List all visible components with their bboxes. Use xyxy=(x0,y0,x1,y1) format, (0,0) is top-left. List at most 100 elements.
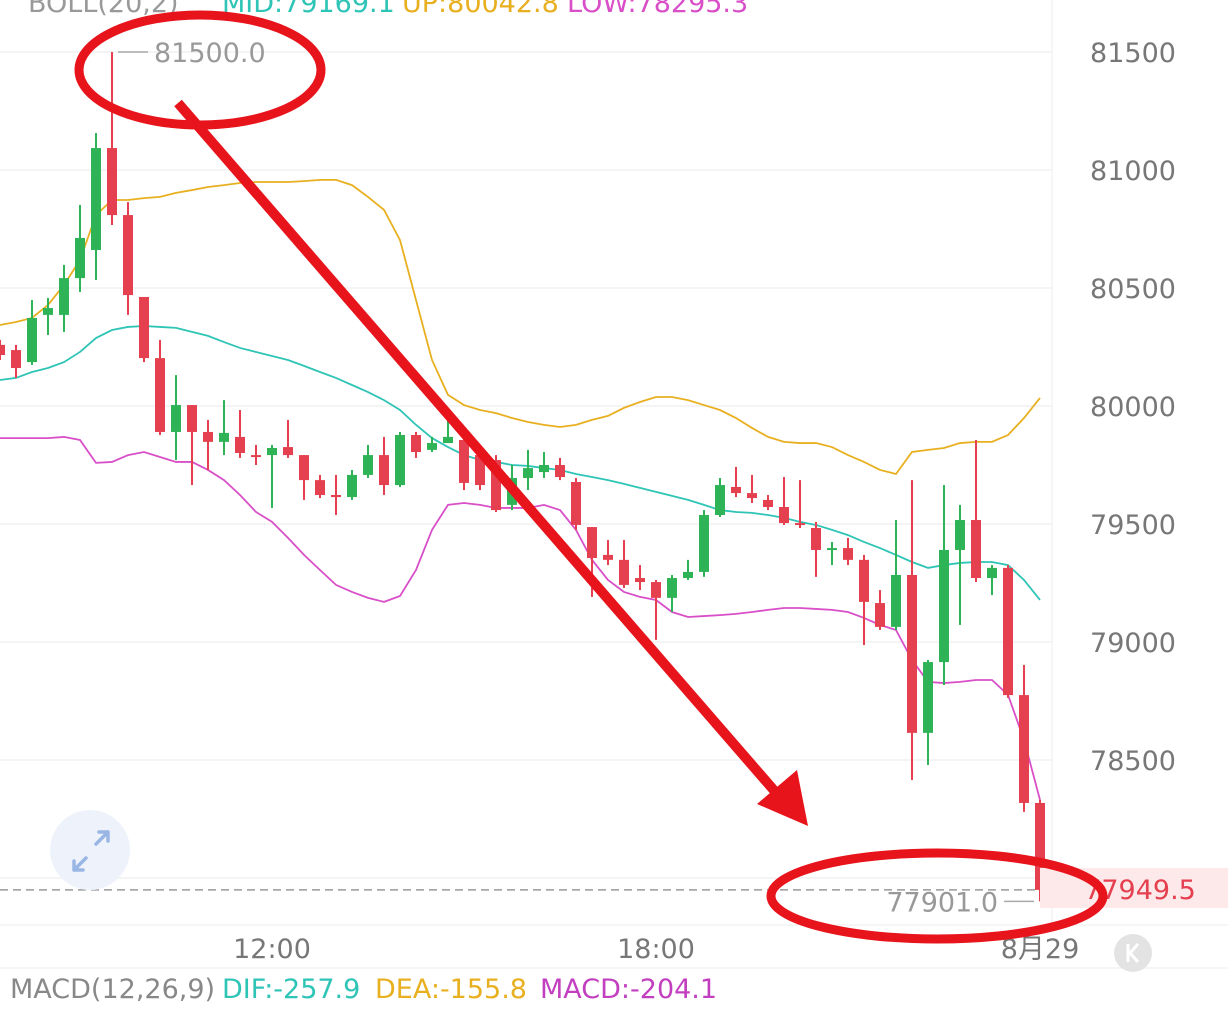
candle-body xyxy=(923,662,933,733)
candle-body xyxy=(363,455,373,475)
candle-body xyxy=(267,448,277,456)
highlight-ellipse xyxy=(766,848,1108,944)
candle-body xyxy=(1019,695,1029,803)
candle-body xyxy=(955,519,965,550)
candle-body xyxy=(107,148,117,216)
candle-body xyxy=(683,571,693,579)
candle-body xyxy=(315,480,325,495)
candle-body xyxy=(27,317,37,363)
candle-body xyxy=(235,436,245,453)
candle-body xyxy=(603,554,613,560)
candle-body xyxy=(427,443,437,450)
candle-body xyxy=(859,559,869,602)
candle-body xyxy=(715,485,725,516)
candle-body xyxy=(651,582,661,598)
candle-body xyxy=(491,460,501,511)
candle-body xyxy=(0,344,5,356)
y-tick-label: 78500 xyxy=(1090,746,1176,777)
legend-entry: MACD:-204.1 xyxy=(540,974,717,1005)
legend-entry: DIF:-257.9 xyxy=(222,974,360,1005)
candle-body xyxy=(219,432,229,442)
k-icon xyxy=(1126,943,1140,963)
expand-icon xyxy=(72,830,110,872)
k-bg xyxy=(1114,934,1152,972)
candle-body xyxy=(571,481,581,525)
trend-arrow xyxy=(174,99,782,799)
candle-body xyxy=(347,474,357,498)
candle-body xyxy=(139,296,149,359)
candle-body xyxy=(699,515,709,572)
candle-body xyxy=(587,527,597,558)
boll-line xyxy=(0,436,1041,801)
candle-body xyxy=(171,405,181,432)
candle-body xyxy=(459,439,469,483)
candle-body xyxy=(43,308,53,315)
candle-body xyxy=(59,278,69,315)
candle-body xyxy=(91,148,101,251)
candle-body xyxy=(891,574,901,627)
candle-body xyxy=(251,455,261,458)
x-tick-label: 12:00 xyxy=(233,934,311,965)
x-tick-label: 18:00 xyxy=(617,934,695,965)
candle-body xyxy=(379,455,389,486)
candle-body xyxy=(299,455,309,481)
candle-body xyxy=(795,523,805,526)
y-tick-label: 79000 xyxy=(1090,628,1176,659)
boll-line xyxy=(0,325,1041,601)
legend-entry: DEA:-155.8 xyxy=(375,974,527,1005)
legend-entry: MACD(12,26,9) xyxy=(10,974,215,1005)
y-tick-label: 81500 xyxy=(1090,38,1176,69)
candle-body xyxy=(203,431,213,442)
candle-body xyxy=(907,574,917,733)
expand-button[interactable] xyxy=(50,810,130,890)
k-button[interactable] xyxy=(1114,934,1152,972)
y-tick-label: 80000 xyxy=(1090,392,1176,423)
candle-body xyxy=(331,494,341,498)
candle-body xyxy=(395,435,405,486)
candle-body xyxy=(187,405,197,432)
candle-body xyxy=(443,436,453,444)
candle-body xyxy=(75,237,85,279)
candle-body xyxy=(539,465,549,473)
candle-body xyxy=(667,578,677,598)
candle-body xyxy=(939,549,949,663)
candle-body xyxy=(123,215,133,296)
x-tick-label: 8月29 xyxy=(1001,934,1080,965)
legend-entry: UP:80042.8 xyxy=(402,0,559,19)
annotations xyxy=(74,10,1108,944)
candle-body xyxy=(811,528,821,550)
candle-body xyxy=(875,603,885,627)
arrow-head xyxy=(757,770,808,826)
candles xyxy=(0,52,1045,902)
legend-entry: BOLL(20,2) xyxy=(28,0,179,19)
candle-body xyxy=(475,455,485,486)
candle-body xyxy=(763,499,773,508)
candle-body xyxy=(987,567,997,579)
legend-entry: MID:79169.1 xyxy=(222,0,395,19)
candle-body xyxy=(971,519,981,579)
candle-body xyxy=(731,486,741,494)
candle-body xyxy=(1003,567,1013,696)
candle-body xyxy=(747,493,757,499)
boll-line xyxy=(0,179,1041,475)
y-tick-label: 81000 xyxy=(1090,156,1176,187)
legend-entry: LOW:78295.3 xyxy=(567,0,748,19)
candle-body xyxy=(411,435,421,453)
candle-body xyxy=(11,350,21,369)
candle-body xyxy=(843,548,853,560)
candle-body xyxy=(779,507,789,524)
candle-body xyxy=(635,578,645,583)
candle-body xyxy=(555,465,565,478)
candle-body xyxy=(523,468,533,478)
candle-body xyxy=(155,358,165,432)
y-tick-label: 79500 xyxy=(1090,510,1176,541)
highlight-ellipse xyxy=(74,10,326,130)
max-marker-label: 81500.0 xyxy=(154,38,266,69)
y-tick-label: 80500 xyxy=(1090,274,1176,305)
bands xyxy=(0,179,1041,801)
candle-body xyxy=(827,548,837,551)
candle-body xyxy=(619,559,629,585)
min-marker-label: 77901.0 xyxy=(886,887,998,918)
